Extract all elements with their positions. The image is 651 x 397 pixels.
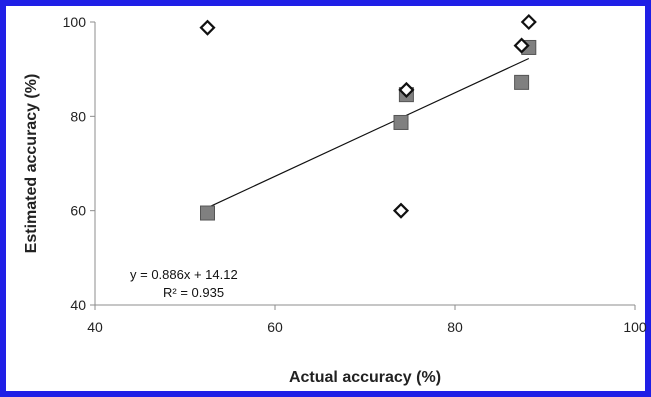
axes — [94, 22, 635, 306]
square-point — [200, 205, 215, 221]
y-tick-label: 80 — [70, 108, 86, 124]
data-points — [199, 13, 537, 221]
x-tick-label: 80 — [447, 319, 463, 335]
trendline — [207, 57, 530, 209]
trendline-equation: y = 0.886x + 14.12 — [130, 267, 238, 282]
r-squared-label: R² = 0.935 — [163, 285, 224, 300]
y-tick-label: 40 — [70, 297, 86, 313]
diamond-point — [398, 81, 415, 98]
y-tick-label: 60 — [70, 203, 86, 219]
diamond-point — [520, 13, 537, 31]
x-tick-label: 60 — [267, 319, 283, 335]
y-tick-label: 100 — [63, 14, 87, 30]
square-point — [514, 74, 530, 90]
diamond-point — [513, 37, 530, 54]
x-tick-label: 100 — [623, 319, 647, 335]
diamond-point — [392, 202, 410, 219]
y-tick-labels: 40 60 80 100 — [63, 14, 95, 313]
x-tick-label: 40 — [87, 319, 103, 335]
square-point — [393, 114, 409, 130]
x-tick-labels: 40 60 80 100 — [87, 305, 647, 335]
y-axis-title: Estimated accuracy (%) — [23, 74, 40, 254]
diamond-point — [199, 19, 216, 36]
x-axis-title: Actual accuracy (%) — [289, 369, 441, 386]
